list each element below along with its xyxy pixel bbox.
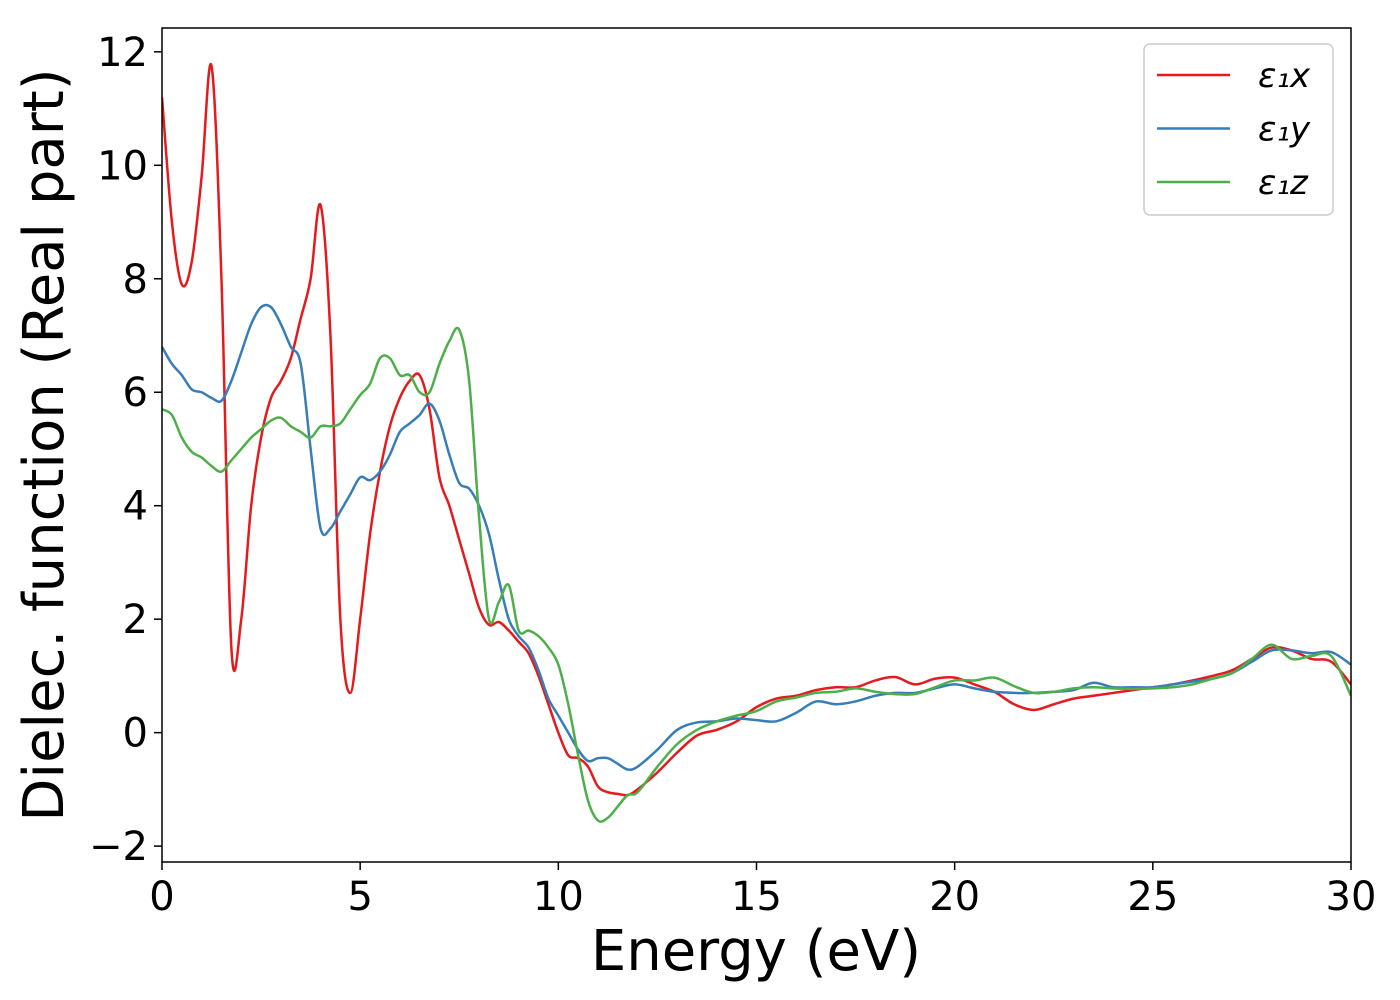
y-tick-label: 2 [123, 597, 148, 643]
legend-label: ε₁x [1258, 56, 1311, 96]
plot-frame [161, 27, 1352, 863]
x-tick-label: 20 [929, 874, 980, 920]
y-tick-label: 6 [123, 370, 148, 416]
y-tick-label: 10 [97, 143, 148, 189]
x-tick-label: 25 [1127, 874, 1178, 920]
y-tick-label: 4 [123, 484, 148, 530]
x-axis-label: Energy (eV) [591, 919, 921, 984]
x-tick-label: 30 [1326, 874, 1377, 920]
legend-label: ε₁z [1258, 163, 1309, 203]
legend-box [1143, 43, 1334, 216]
x-tick-label: 0 [149, 874, 174, 920]
line-series [162, 62, 1351, 797]
x-tick-label: 5 [347, 874, 372, 920]
y-tick-label: 12 [97, 30, 148, 76]
y-tick-label: −2 [89, 824, 148, 870]
line-series [162, 303, 1351, 771]
x-tick-label: 10 [533, 874, 584, 920]
legend-label: ε₁y [1258, 110, 1311, 150]
y-tick-label: 8 [123, 257, 148, 303]
y-tick-label: 0 [123, 711, 148, 757]
y-axis-label: Dielec. function (Real part) [12, 68, 77, 821]
line-series [162, 326, 1351, 823]
x-tick-label: 15 [731, 874, 782, 920]
